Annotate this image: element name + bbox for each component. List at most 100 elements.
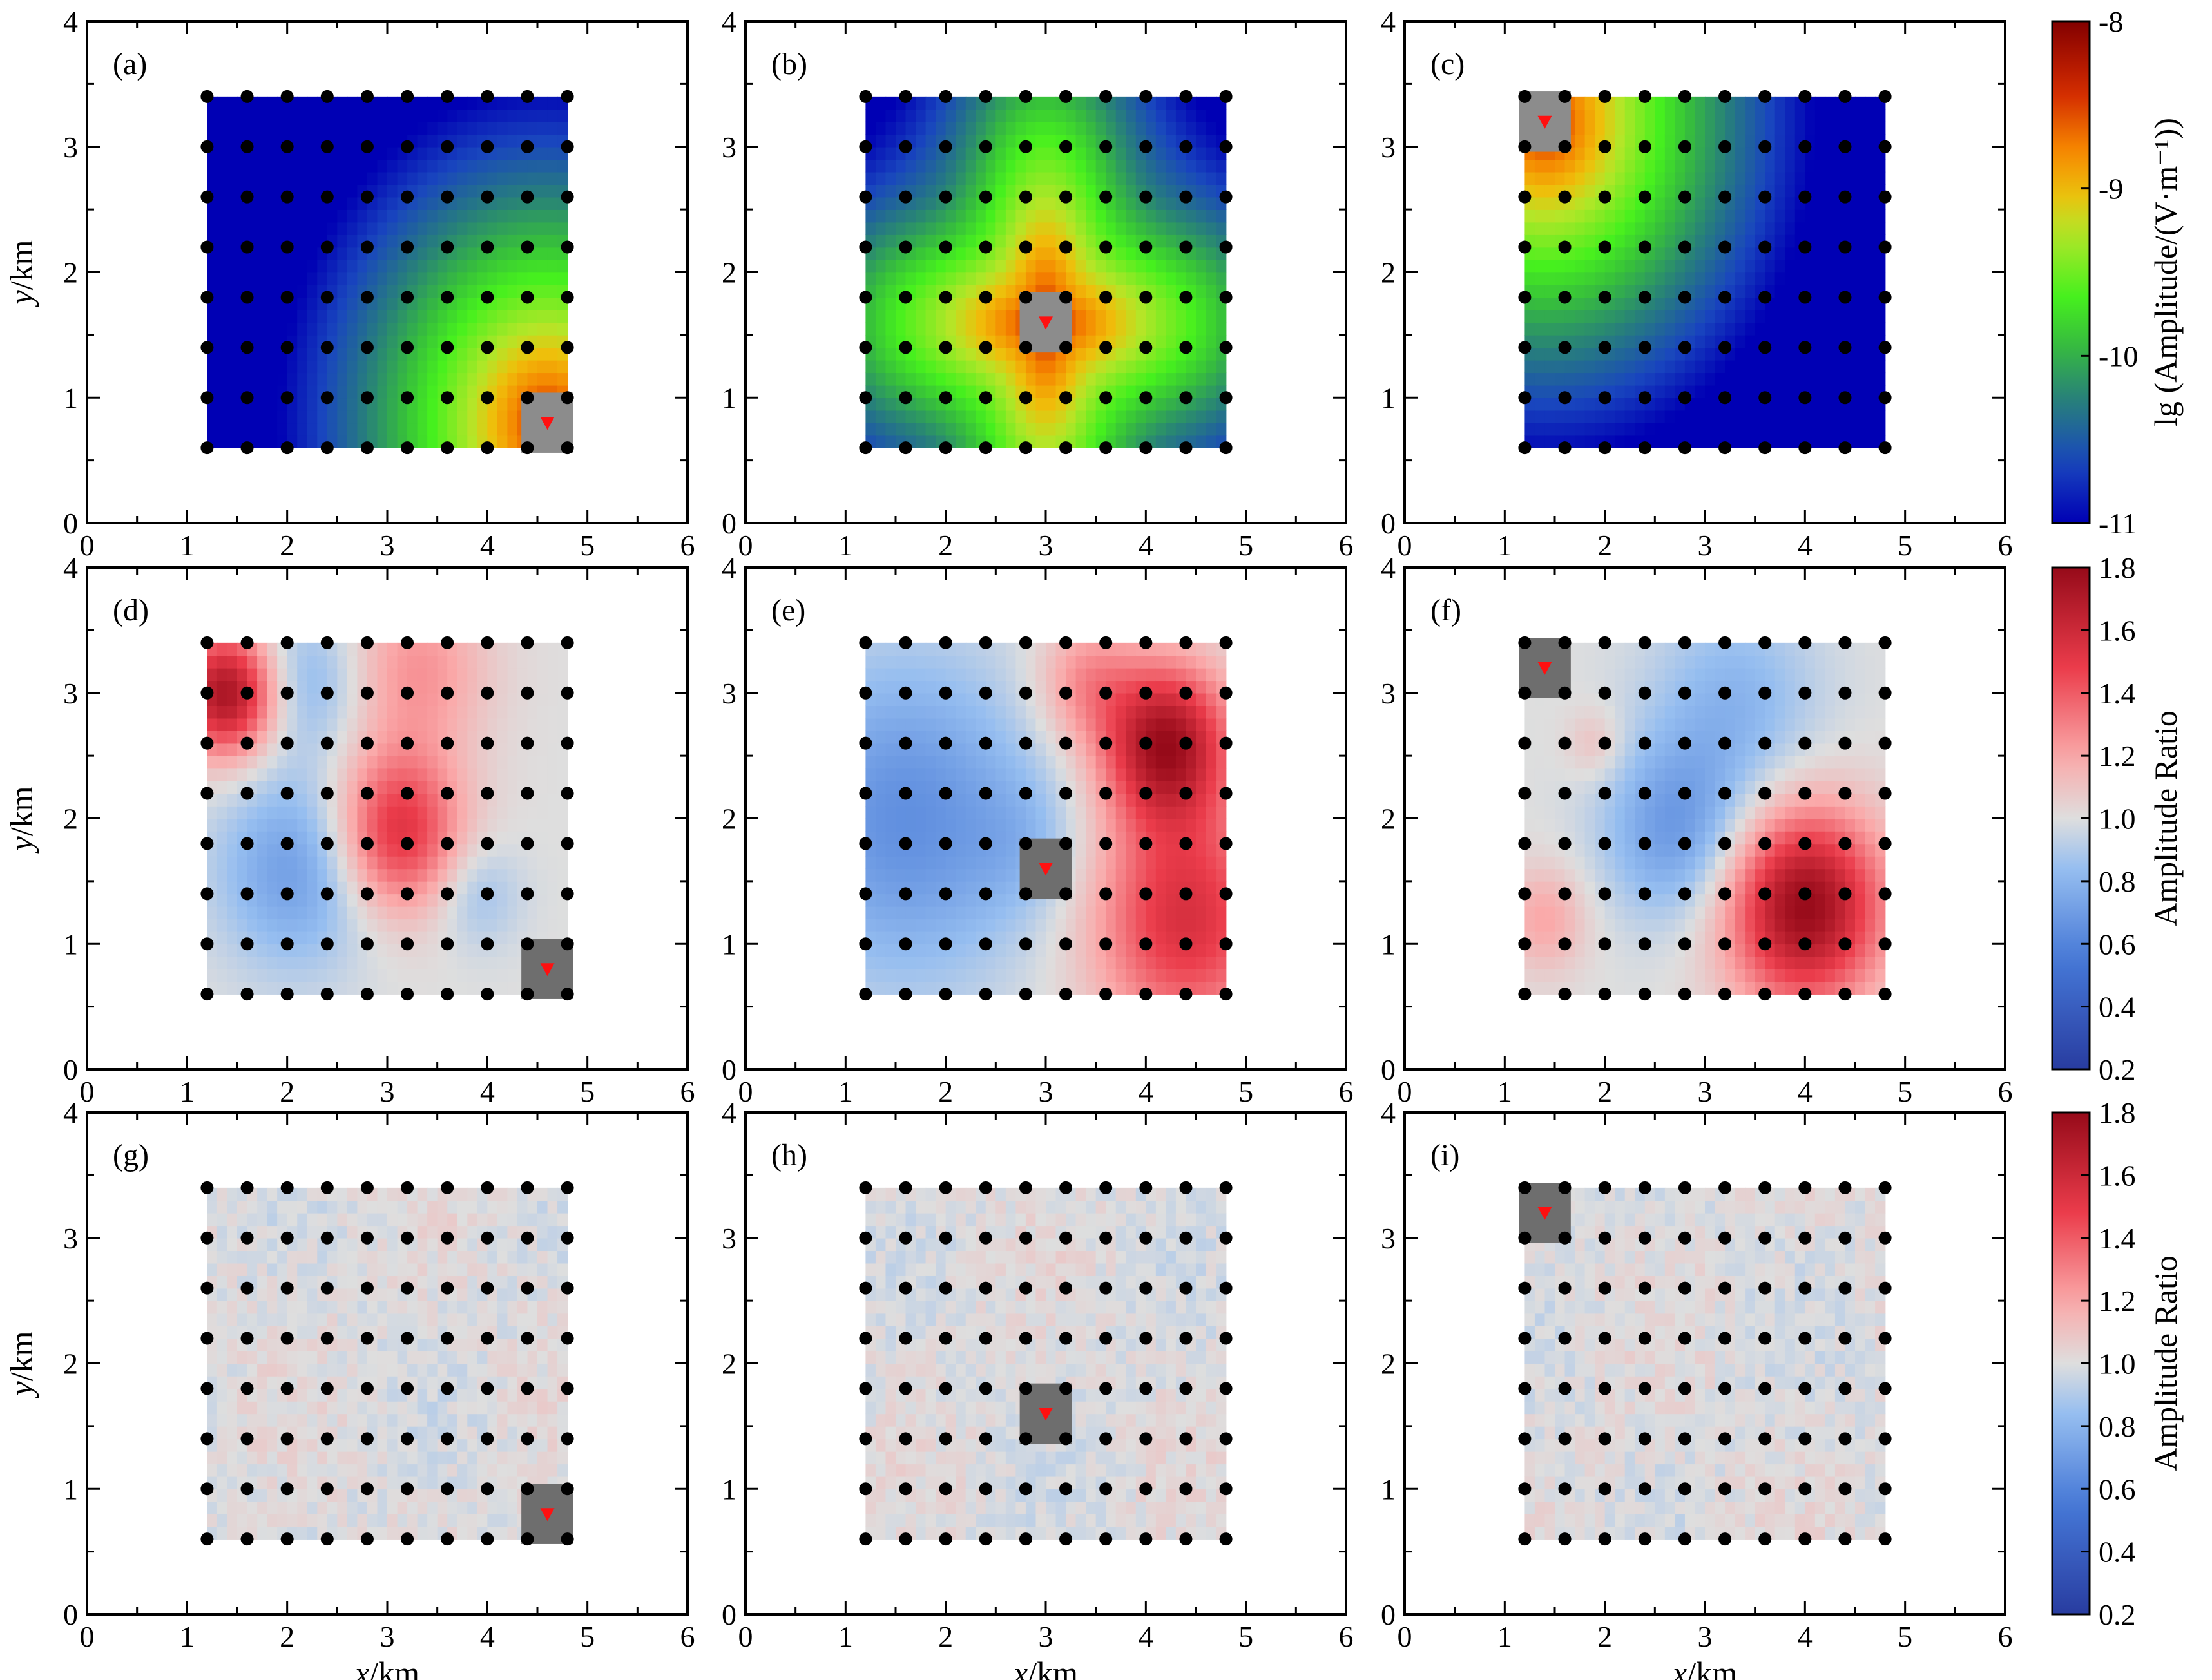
heat-cell xyxy=(1675,359,1686,374)
heat-cell xyxy=(965,247,977,260)
y-tick-label: 3 xyxy=(63,677,78,710)
heat-cell xyxy=(1774,234,1786,248)
heat-cell xyxy=(547,781,558,794)
station-dot xyxy=(1059,90,1073,103)
station-dot xyxy=(1678,341,1691,354)
heat-cell xyxy=(1785,222,1796,235)
heat-cell xyxy=(896,159,907,173)
heat-cell xyxy=(277,855,288,870)
heat-cell xyxy=(1635,159,1646,173)
heat-cell xyxy=(507,830,518,845)
station-dot xyxy=(481,787,494,800)
heat-cell xyxy=(557,260,568,273)
heat-cell xyxy=(956,372,967,386)
heat-cell xyxy=(916,297,927,310)
heat-cell xyxy=(945,956,956,969)
heat-cell xyxy=(885,705,896,719)
heat-cell xyxy=(1655,359,1666,374)
heat-cell xyxy=(317,410,328,424)
heat-cell xyxy=(1534,359,1546,374)
heat-cell xyxy=(965,222,977,235)
station-dot xyxy=(1678,190,1691,204)
heat-cell xyxy=(1865,385,1876,399)
heat-cell xyxy=(387,843,398,857)
heat-cell xyxy=(1166,334,1177,348)
heat-cell xyxy=(1745,385,1756,399)
heat-cell xyxy=(487,171,498,185)
heat-cell xyxy=(1814,322,1826,336)
heat-cell xyxy=(995,334,1006,348)
station-dot xyxy=(1019,291,1032,304)
heat-cell xyxy=(277,806,288,819)
heat-cell xyxy=(297,655,308,669)
heat-cell xyxy=(527,655,538,669)
heat-cell xyxy=(207,956,218,969)
heat-cell xyxy=(1595,359,1606,374)
station-dot xyxy=(1179,441,1193,455)
heat-cell xyxy=(995,969,1006,982)
heat-cell xyxy=(457,806,468,819)
heat-cell xyxy=(457,931,468,945)
heat-cell xyxy=(965,956,977,969)
heat-cell xyxy=(537,159,548,173)
heat-cell xyxy=(1135,309,1147,323)
heat-cell xyxy=(297,781,308,794)
heat-cell xyxy=(1584,297,1595,310)
heat-cell xyxy=(965,96,977,110)
heat-cell xyxy=(896,109,907,122)
heat-cell xyxy=(1584,410,1595,424)
heat-cell xyxy=(1175,171,1187,185)
heat-cell xyxy=(1584,397,1595,411)
heat-cell xyxy=(417,159,428,173)
heat-cell xyxy=(497,756,508,769)
heat-cell xyxy=(1745,134,1756,148)
heat-cell xyxy=(537,655,548,669)
heat-cell xyxy=(407,756,418,769)
heat-cell xyxy=(497,134,508,148)
heat-cell xyxy=(1624,196,1636,210)
heat-cell xyxy=(965,334,977,348)
heat-cell xyxy=(397,919,408,932)
heat-cell xyxy=(487,322,498,336)
heat-cell xyxy=(1845,222,1856,235)
heat-cell xyxy=(885,956,896,969)
heat-cell xyxy=(956,855,967,870)
heat-cell xyxy=(1584,196,1595,210)
heat-cell xyxy=(1595,121,1606,135)
heat-cell xyxy=(227,385,238,399)
heat-cell xyxy=(956,347,967,361)
heat-cell xyxy=(1845,209,1856,223)
heat-cell xyxy=(477,956,488,969)
y-tick-label: 4 xyxy=(1381,5,1396,38)
heat-cell xyxy=(497,272,508,285)
heat-cell xyxy=(965,146,977,160)
heat-cell xyxy=(347,756,358,769)
heat-cell xyxy=(925,247,936,260)
heat-cell xyxy=(1684,171,1696,185)
heat-cell xyxy=(1745,322,1756,336)
station-dot xyxy=(360,887,374,901)
x-tick-label: 6 xyxy=(1339,529,1354,562)
heat-cell xyxy=(896,756,907,769)
heat-cell xyxy=(976,359,986,374)
heat-cell xyxy=(1785,247,1796,260)
heat-cell xyxy=(407,768,418,781)
heat-cell xyxy=(1196,121,1207,135)
heat-cell xyxy=(267,121,278,135)
heat-cell xyxy=(387,134,398,148)
heat-cell xyxy=(216,109,228,122)
station-dot xyxy=(441,636,454,649)
heat-cell xyxy=(965,372,977,386)
heat-cell xyxy=(497,730,508,744)
heat-cell xyxy=(287,919,298,932)
station-dot xyxy=(360,837,374,850)
heat-cell xyxy=(417,743,428,756)
heat-cell xyxy=(507,397,518,411)
heat-cell xyxy=(1584,134,1595,148)
station-dot xyxy=(899,190,912,204)
heat-cell xyxy=(1135,359,1147,374)
heat-cell xyxy=(1735,146,1746,160)
heat-cell xyxy=(1604,359,1615,374)
heat-cell xyxy=(247,410,258,424)
